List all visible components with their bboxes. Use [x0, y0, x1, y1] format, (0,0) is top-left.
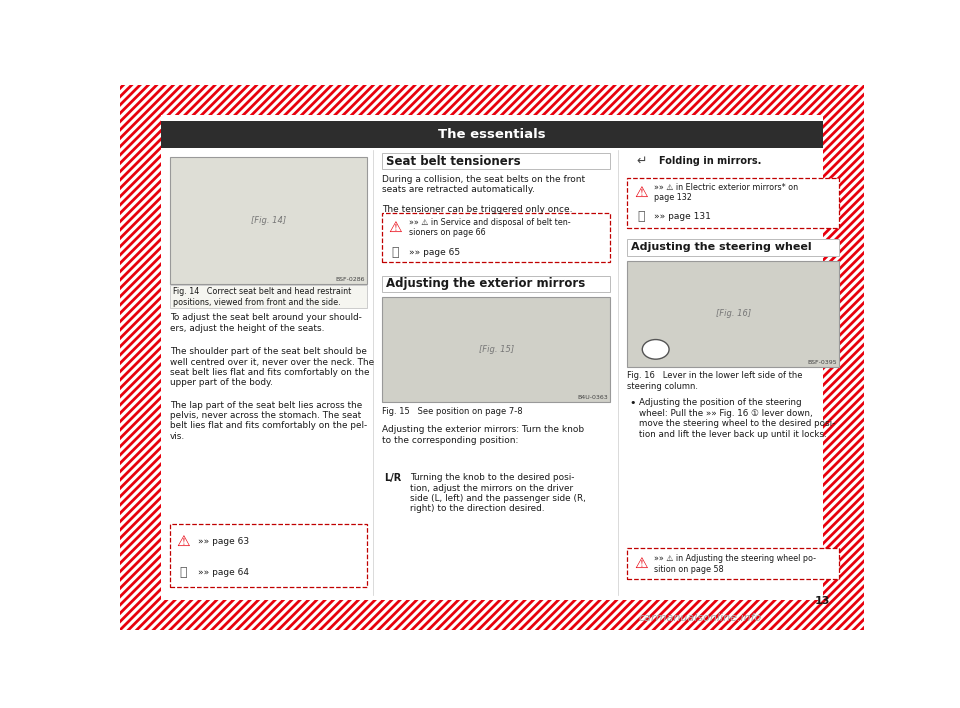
Text: B4U-0363: B4U-0363: [577, 395, 608, 400]
Text: The tensioner can be triggered only once.: The tensioner can be triggered only once…: [382, 205, 572, 214]
Text: Folding in mirrors.: Folding in mirrors.: [659, 156, 761, 166]
Bar: [170, 524, 367, 586]
Text: »» ⚠ in Electric exterior mirrors* on
page 132: »» ⚠ in Electric exterior mirrors* on pa…: [654, 183, 799, 202]
Text: Adjusting the position of the steering
wheel: Pull the »» Fig. 16 ① lever down,
: Adjusting the position of the steering w…: [639, 399, 835, 439]
Text: »» ⚠ in Service and disposal of belt ten-
sioners on page 66: »» ⚠ in Service and disposal of belt ten…: [409, 217, 570, 237]
Bar: [628, 261, 839, 367]
Text: »» page 65: »» page 65: [409, 248, 460, 257]
Text: »» ⚠ in Adjusting the steering wheel po-
sition on page 58: »» ⚠ in Adjusting the steering wheel po-…: [654, 554, 816, 573]
Text: Adjusting the exterior mirrors: Adjusting the exterior mirrors: [386, 278, 585, 290]
Text: [Fig. 15]: [Fig. 15]: [478, 345, 514, 354]
Text: 🕮: 🕮: [392, 246, 399, 259]
Bar: [161, 115, 823, 600]
Text: ⚠: ⚠: [389, 219, 402, 235]
Text: The lap part of the seat belt lies across the
pelvis, never across the stomach. : The lap part of the seat belt lies acros…: [170, 401, 367, 441]
Text: »» page 131: »» page 131: [654, 212, 711, 222]
Text: To adjust the seat belt around your should-
ers, adjust the height of the seats.: To adjust the seat belt around your shou…: [170, 314, 362, 333]
Text: Fig. 14   Correct seat belt and head restraint
positions, viewed from front and : Fig. 14 Correct seat belt and head restr…: [173, 287, 351, 307]
Text: »» page 63: »» page 63: [198, 537, 250, 546]
Text: BSF-0395: BSF-0395: [807, 360, 837, 365]
Text: Adjusting the steering wheel: Adjusting the steering wheel: [631, 242, 812, 253]
Text: ⚠: ⚠: [634, 556, 648, 571]
Bar: [382, 276, 611, 292]
Bar: [382, 153, 611, 169]
Circle shape: [642, 340, 669, 359]
Text: The shoulder part of the seat belt should be
well centred over it, never over th: The shoulder part of the seat belt shoul…: [170, 347, 374, 387]
Bar: [823, 85, 864, 630]
Text: [Fig. 16]: [Fig. 16]: [716, 309, 751, 319]
Text: The essentials: The essentials: [438, 128, 546, 141]
Bar: [120, 600, 864, 630]
Text: L/R: L/R: [384, 473, 401, 483]
Bar: [120, 85, 161, 630]
Text: ⚠: ⚠: [177, 534, 190, 549]
Text: [Fig. 14]: [Fig. 14]: [251, 216, 286, 225]
Text: BSF-0286: BSF-0286: [335, 277, 365, 282]
Text: ↵: ↵: [636, 155, 647, 168]
Bar: [120, 85, 864, 115]
Text: During a collision, the seat belts on the front
seats are retracted automaticall: During a collision, the seat belts on th…: [382, 175, 585, 194]
Bar: [628, 548, 839, 579]
Text: Seat belt tensioners: Seat belt tensioners: [386, 155, 520, 168]
Bar: [170, 285, 367, 308]
Text: »» page 64: »» page 64: [198, 568, 250, 577]
Bar: [382, 213, 611, 262]
Text: Turning the knob to the desired posi-
tion, adjust the mirrors on the driver
sid: Turning the knob to the desired posi- ti…: [410, 473, 586, 513]
Text: 1: 1: [652, 344, 660, 355]
Bar: [628, 239, 839, 256]
Text: 🕮: 🕮: [637, 210, 644, 224]
Text: ⚠: ⚠: [634, 185, 648, 200]
Text: 13: 13: [815, 595, 830, 606]
Bar: [170, 157, 367, 284]
Text: 🕮: 🕮: [180, 566, 187, 579]
Bar: [382, 297, 611, 402]
Text: Fig. 15   See position on page 7-8: Fig. 15 See position on page 7-8: [382, 406, 522, 416]
Text: carmanualsonline.info: carmanualsonline.info: [638, 613, 762, 623]
Text: •: •: [629, 399, 636, 409]
Text: Adjusting the exterior mirrors: Turn the knob
to the corresponding position:: Adjusting the exterior mirrors: Turn the…: [382, 425, 584, 445]
Text: Fig. 16   Lever in the lower left side of the
steering column.: Fig. 16 Lever in the lower left side of …: [628, 371, 803, 391]
Bar: [628, 178, 839, 228]
Bar: [161, 122, 823, 148]
